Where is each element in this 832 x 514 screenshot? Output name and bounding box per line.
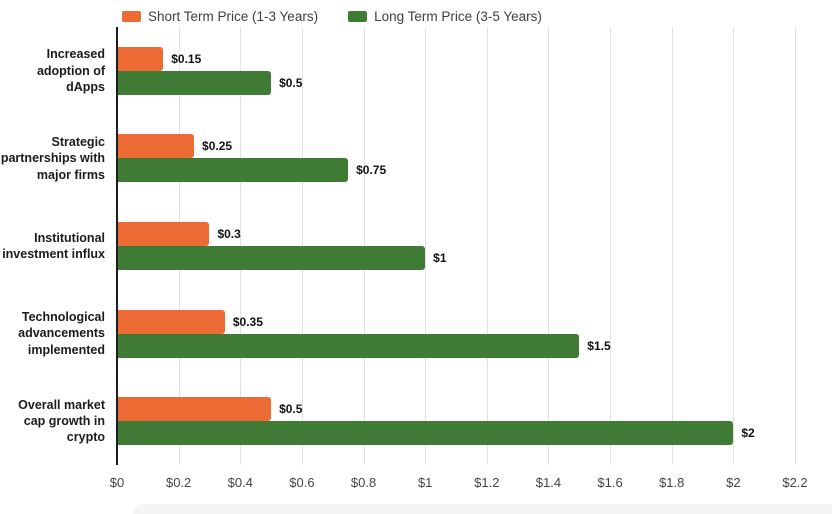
bar-row: $0.15 <box>117 46 795 71</box>
legend-item-long-term[interactable]: Long Term Price (3-5 Years) <box>348 9 542 24</box>
bar-row: $1 <box>117 245 795 270</box>
bar-long-term[interactable] <box>117 70 272 95</box>
bar-value-label: $0.5 <box>279 75 303 90</box>
bar-short-term[interactable] <box>117 134 195 159</box>
plot-area: $0.15 $0.5 $0.25 $0.75 $0.3 $1 $0.35 $1.5 $0.5 $2 <box>116 27 796 465</box>
bar-long-term[interactable] <box>117 421 734 446</box>
gridline <box>425 27 427 465</box>
x-tick-label: $1.8 <box>659 475 685 490</box>
gridline <box>671 27 673 465</box>
bar-row: $0.5 <box>117 397 795 422</box>
x-tick-label: $0.8 <box>350 475 377 490</box>
x-tick-label: $0.2 <box>165 475 192 490</box>
legend-label-short-term: Short Term Price (1-3 Years) <box>148 8 319 24</box>
category-label: Institutional investment influx <box>2 230 105 261</box>
bar-group: $0.5 $2 <box>117 377 795 465</box>
bottom-sheet-edge <box>133 504 832 514</box>
bar-short-term[interactable] <box>117 397 272 422</box>
gridline <box>610 27 612 465</box>
gridline <box>548 27 550 465</box>
legend-label-long-term: Long Term Price (3-5 Years) <box>374 8 542 24</box>
y-axis-line <box>116 27 118 465</box>
bar-long-term[interactable] <box>117 245 426 270</box>
category-label: Technological advancements implemented <box>18 310 105 357</box>
x-tick-label: $2 <box>726 475 741 490</box>
category-label: Strategic partnerships with major firms <box>0 135 105 182</box>
x-axis: $0 $0.2 $0.4 $0.6 $0.8 $1 $1.2 $1.4 $1.6 $1.8 $2 $2… <box>110 471 808 491</box>
bar-value-label: $0.35 <box>232 314 263 329</box>
bar-value-label: $0.15 <box>171 51 202 66</box>
bar-group: $0.15 $0.5 <box>117 27 795 115</box>
bar-value-label: $1 <box>433 250 447 265</box>
category-axis: Increased adoption of dApps Strategic par… <box>0 27 105 465</box>
legend-item-short-term[interactable]: Short Term Price (1-3 Years) <box>122 9 318 24</box>
bar-group: $0.25 $0.75 <box>117 115 795 203</box>
x-tick-label: $1.2 <box>474 475 500 490</box>
bar-row: $0.25 <box>117 134 795 159</box>
bar-short-term[interactable] <box>117 46 164 71</box>
bar-short-term[interactable] <box>117 221 210 246</box>
x-tick-label: $0.4 <box>227 475 253 490</box>
chart-legend: Short Term Price (1-3 Years) Long Term P… <box>122 7 542 25</box>
bar-row: $1.5 <box>117 333 795 358</box>
bar-row: $0.3 <box>117 221 795 246</box>
bar-row: $0.35 <box>117 309 795 334</box>
x-tick-label: $2.2 <box>782 475 808 490</box>
legend-swatch-short-term <box>122 10 141 22</box>
bar-value-label: $1.5 <box>587 338 611 353</box>
bar-value-label: $0.25 <box>202 139 233 154</box>
bar-row: $2 <box>117 421 795 446</box>
x-tick-label: $0 <box>109 475 125 490</box>
x-tick-label: $1.6 <box>597 475 623 490</box>
legend-swatch-long-term <box>348 10 368 22</box>
bar-value-label: $2 <box>741 426 755 441</box>
bar-long-term[interactable] <box>117 333 580 358</box>
bar-group: $0.3 $1 <box>117 202 795 290</box>
bar-value-label: $0.3 <box>217 226 241 241</box>
category-label: Overall market cap growth in crypto <box>18 397 105 445</box>
bar-value-label: $0.5 <box>279 402 303 417</box>
gridline <box>733 27 735 465</box>
x-tick-label: $0.6 <box>289 475 315 490</box>
bar-row: $0.5 <box>117 70 795 95</box>
x-tick-label: $1 <box>417 475 433 490</box>
gridline <box>486 27 488 465</box>
bar-row: $0.75 <box>117 158 795 183</box>
bar-value-label: $0.75 <box>356 163 387 178</box>
gridline <box>795 27 796 465</box>
bar-group: $0.35 $1.5 <box>117 290 795 378</box>
category-label: Increased adoption of dApps <box>36 47 105 94</box>
bar-short-term[interactable] <box>117 309 225 334</box>
x-tick-label: $1.4 <box>535 475 562 490</box>
bar-long-term[interactable] <box>117 158 349 183</box>
